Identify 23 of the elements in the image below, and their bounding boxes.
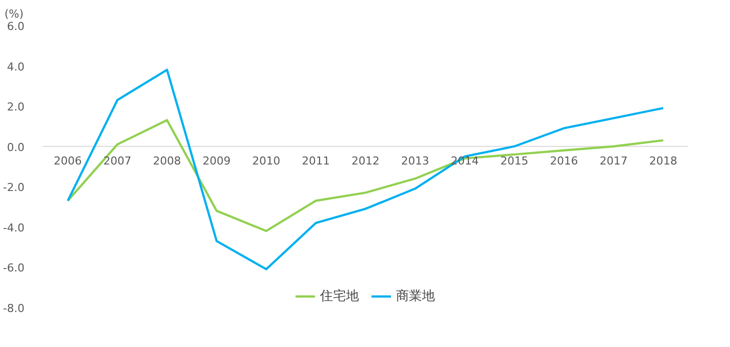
y-tick-label: 4.0 (7, 60, 25, 74)
y-tick-label: 2.0 (7, 100, 25, 114)
x-tick-label: 2007 (103, 154, 132, 168)
legend-label: 住宅地 (320, 288, 359, 305)
y-tick-label: 0.0 (7, 140, 25, 154)
x-tick-label: 2013 (401, 154, 430, 168)
x-tick-label: 2015 (500, 154, 528, 168)
y-tick-label: 6.0 (7, 20, 25, 33)
y-tick-label: -6.0 (3, 262, 25, 275)
legend-label: 商業地 (396, 288, 435, 305)
y-tick-label: -4.0 (3, 221, 25, 234)
x-tick-label: 2018 (649, 154, 678, 168)
x-tick-label: 2008 (153, 154, 182, 168)
x-tick-label: 2010 (252, 154, 280, 168)
y-tick-label: -8.0 (3, 302, 25, 315)
x-tick-label: 2016 (550, 154, 578, 168)
x-tick-label: 2011 (302, 154, 330, 168)
x-tick-label: 2012 (352, 154, 380, 168)
x-tick-label: 2009 (202, 154, 231, 168)
x-tick-label: 2006 (54, 154, 82, 168)
x-tick-label: 2017 (600, 154, 628, 168)
y-axis-title: (%) (4, 8, 24, 20)
y-tick-label: -2.0 (3, 181, 25, 194)
